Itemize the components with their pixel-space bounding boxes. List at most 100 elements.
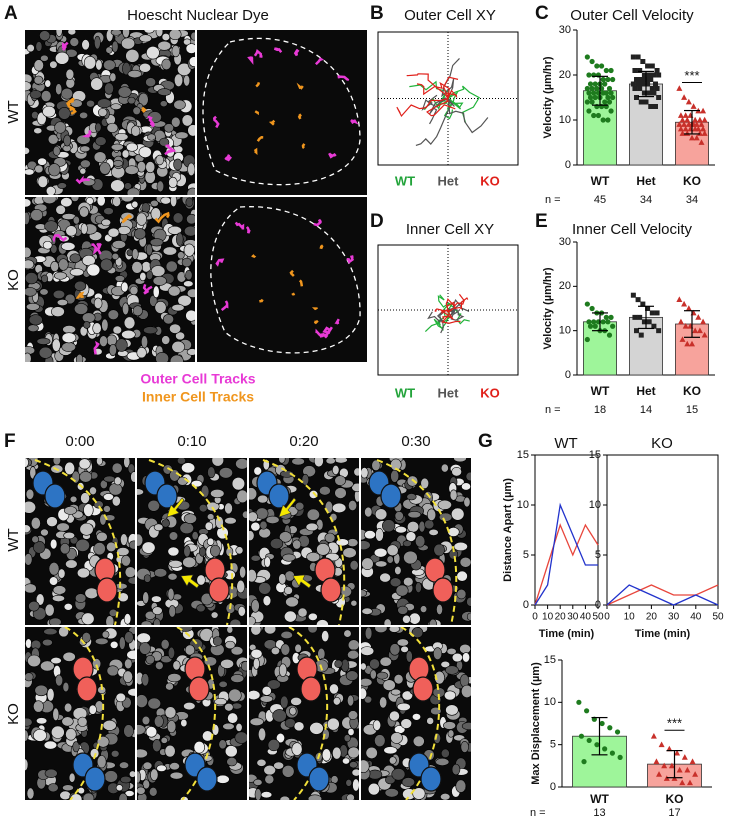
nucleus <box>373 547 388 558</box>
panel-title: Hoescht Nuclear Dye <box>127 7 269 24</box>
point <box>700 107 707 114</box>
nucleus <box>52 707 60 722</box>
point <box>632 68 638 73</box>
nucleus <box>127 69 142 79</box>
image <box>25 197 195 362</box>
nucleus <box>116 547 130 557</box>
point <box>645 63 651 69</box>
nucleus <box>47 783 59 793</box>
nucleus <box>50 657 62 665</box>
nucleus <box>48 163 61 177</box>
nucleus <box>449 489 458 501</box>
n-value: 45 <box>594 194 606 206</box>
track <box>291 292 296 296</box>
nucleus <box>44 79 52 88</box>
nucleus <box>25 488 35 500</box>
nucleus <box>50 306 65 317</box>
boundary <box>262 459 346 625</box>
time-label: 0:30 <box>401 433 430 450</box>
nucleus <box>93 151 107 163</box>
nucleus <box>461 482 471 491</box>
nucleus <box>96 197 106 207</box>
nucleus <box>169 354 184 362</box>
nucleus <box>25 287 37 297</box>
nucleus <box>224 502 233 515</box>
nucleus <box>81 39 90 51</box>
track <box>346 255 354 264</box>
nucleus <box>379 696 388 709</box>
nucleus <box>308 489 319 499</box>
nucleus <box>214 697 227 706</box>
nucleus <box>60 241 76 251</box>
nucleus <box>120 281 129 293</box>
nucleus <box>86 99 95 108</box>
nucleus <box>456 570 468 582</box>
nucleus <box>106 665 119 677</box>
nucleus <box>75 538 90 552</box>
nucleus <box>253 778 263 786</box>
nucleus <box>169 469 180 482</box>
nucleus <box>40 90 52 103</box>
nucleus <box>375 528 384 542</box>
point <box>630 292 636 298</box>
nucleus <box>35 41 43 52</box>
nucleus <box>361 646 375 656</box>
nucleus <box>123 316 136 330</box>
n-label: n = <box>545 404 561 416</box>
nucleus <box>96 531 108 542</box>
nucleus <box>250 627 262 636</box>
point <box>634 328 640 334</box>
nucleus <box>183 701 196 711</box>
nucleus <box>171 116 181 128</box>
nucleus <box>237 606 246 617</box>
nucleus <box>26 787 35 800</box>
y-tick-label: 0 <box>565 159 571 171</box>
track <box>224 154 232 162</box>
nucleus <box>80 159 91 169</box>
point <box>606 99 613 105</box>
cell <box>84 766 106 792</box>
nucleus <box>402 614 411 624</box>
point <box>586 72 592 78</box>
nucleus <box>412 735 425 747</box>
point <box>696 116 703 123</box>
nucleus <box>109 640 119 649</box>
nucleus <box>118 792 128 800</box>
nucleus <box>364 627 373 640</box>
image <box>249 627 359 800</box>
nucleus <box>126 649 135 660</box>
nucleus <box>102 719 117 731</box>
nucleus <box>185 43 195 54</box>
point <box>598 63 605 69</box>
track <box>296 82 304 90</box>
point <box>608 67 614 74</box>
nucleus <box>297 607 308 618</box>
nucleus <box>81 312 96 323</box>
nucleus <box>428 528 439 536</box>
nucleus <box>65 559 78 569</box>
nucleus <box>35 717 48 725</box>
nucleus <box>55 30 63 37</box>
nucleus <box>25 81 32 92</box>
nucleus <box>25 198 32 208</box>
track <box>254 110 259 116</box>
nucleus <box>177 251 185 260</box>
nucleus <box>220 658 234 669</box>
point <box>656 328 662 334</box>
nucleus <box>29 90 42 99</box>
nucleus <box>190 31 195 41</box>
nucleus <box>361 662 367 671</box>
point <box>648 77 654 82</box>
panel-title: Outer Cell XY <box>404 7 496 24</box>
nucleus <box>41 274 49 283</box>
y-axis-label: Velocity (µm/hr) <box>542 56 554 138</box>
point <box>594 85 600 92</box>
series-line <box>534 523 599 606</box>
n-value: 13 <box>593 807 605 818</box>
nucleus <box>55 204 66 215</box>
nucleus <box>363 695 373 704</box>
point <box>656 72 662 78</box>
nucleus <box>176 232 184 246</box>
nucleus <box>141 541 156 554</box>
nucleus <box>123 670 133 683</box>
